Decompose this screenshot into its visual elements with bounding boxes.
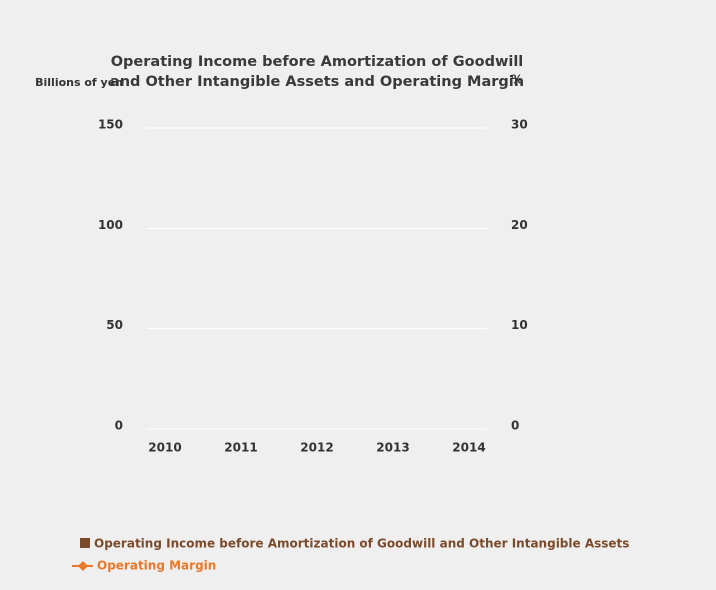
x-tick-label: 2010: [148, 441, 181, 455]
legend-marker: [78, 561, 88, 571]
chart-title: Operating Income before Amortization of …: [111, 54, 524, 70]
y-tick-label: 50: [106, 318, 123, 332]
y2-tick-label: 20: [511, 218, 528, 232]
y-tick-label: 150: [98, 118, 123, 132]
legend-label: Operating Income before Amortization of …: [94, 537, 629, 551]
y-axis-label: Billions of yen: [35, 76, 123, 89]
x-tick-label: 2011: [224, 441, 257, 455]
y2-tick-label: 0: [511, 419, 519, 433]
chart-title: and Other Intangible Assets and Operatin…: [110, 74, 524, 90]
y-tick-label: 100: [98, 218, 123, 232]
legend-swatch: [80, 538, 90, 548]
x-tick-label: 2012: [300, 441, 333, 455]
y2-tick-label: 30: [511, 118, 528, 132]
x-tick-label: 2013: [376, 441, 409, 455]
y2-axis-label: %: [511, 73, 523, 87]
y-tick-label: 0: [115, 419, 123, 433]
legend-label: Operating Margin: [97, 559, 216, 573]
x-tick-label: 2014: [452, 441, 485, 455]
y2-tick-label: 10: [511, 318, 528, 332]
